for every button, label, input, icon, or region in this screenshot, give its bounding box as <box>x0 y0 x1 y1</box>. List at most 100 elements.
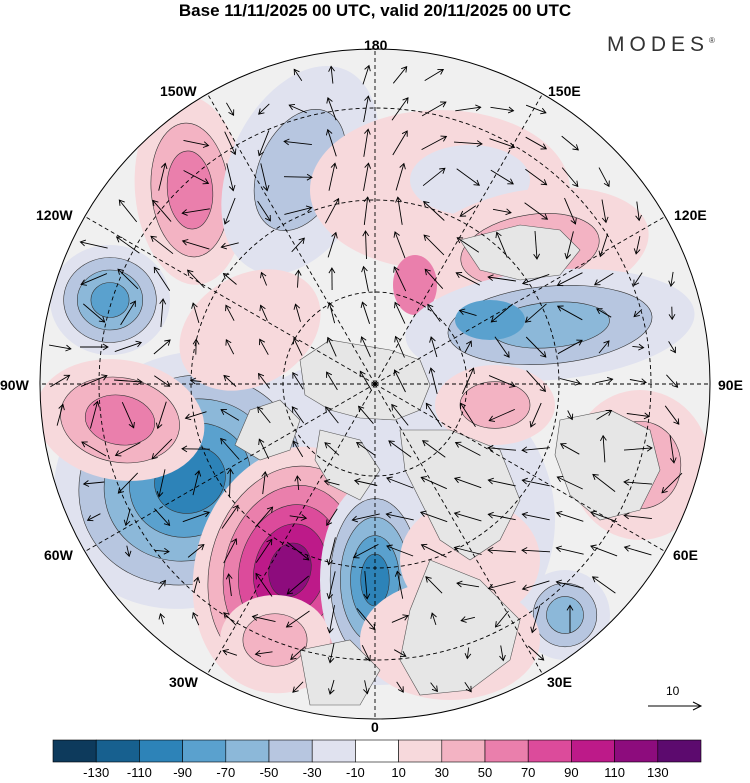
wind-arrow <box>89 400 100 429</box>
colorbar-tick-label: -10 <box>345 765 365 780</box>
wind-arrow <box>326 605 335 634</box>
wind-arrow <box>294 475 302 491</box>
colorbar-tick-label: -70 <box>216 765 236 780</box>
wind-vectors <box>49 64 683 695</box>
wind-arrow <box>50 374 71 388</box>
wind-arrow <box>455 272 481 286</box>
wind-arrow <box>567 410 574 421</box>
wind-arrow <box>83 303 106 323</box>
wind-arrow <box>363 571 371 600</box>
wind-arrow <box>394 570 404 599</box>
wind-arrow <box>191 302 200 324</box>
wind-arrow <box>261 471 269 495</box>
wind-arrow <box>632 343 645 351</box>
wind-arrow <box>600 434 607 463</box>
wind-arrow <box>258 103 270 115</box>
wind-arrow <box>421 440 446 458</box>
wind-arrow <box>225 339 235 355</box>
wind-arrow <box>428 367 438 395</box>
land-mass <box>459 224 581 281</box>
colorbar-swatch <box>484 739 529 763</box>
wind-arrow <box>224 131 237 156</box>
wind-arrow <box>113 378 143 386</box>
colorbar-swatch <box>657 739 702 763</box>
wind-arrow <box>556 272 583 287</box>
wind-arrow <box>394 335 405 358</box>
map-disk <box>40 49 710 719</box>
wind-arrow <box>460 616 476 623</box>
lon-label-90w: 90W <box>0 377 29 393</box>
wind-arrow <box>158 612 166 625</box>
wind-arrow <box>193 576 201 593</box>
wind-arrow <box>154 508 171 527</box>
wind-arrow <box>598 340 610 354</box>
colorbar-tick-label: 70 <box>520 765 536 780</box>
wind-arrow <box>592 473 616 492</box>
wind-arrow <box>154 547 170 555</box>
colorbar-tick-label: 110 <box>604 765 625 780</box>
lon-label-60w: 60W <box>44 547 73 563</box>
wind-arrow <box>257 130 270 157</box>
wind-arrow <box>633 272 643 287</box>
wind-arrow <box>223 374 237 387</box>
wind-arrow <box>156 469 166 498</box>
wind-arrow <box>192 470 202 496</box>
colorbar-swatch <box>398 739 443 763</box>
wind-arrow <box>633 309 643 318</box>
colorbar-tick-label: -130 <box>83 765 110 780</box>
wind-arrow <box>598 233 609 258</box>
wind-arrow <box>255 538 273 563</box>
wind-arrow <box>525 104 547 115</box>
wind-arrow <box>49 344 72 352</box>
wind-arrow <box>601 199 609 224</box>
wind-arrow <box>633 236 641 255</box>
wind-arrow <box>453 476 482 489</box>
wind-arrow <box>361 645 371 662</box>
colorbar-swatch <box>441 739 486 763</box>
wind-arrow <box>120 300 136 326</box>
wind-arrow <box>420 543 447 558</box>
wind-arrow <box>459 205 477 217</box>
wind-arrow <box>395 162 406 191</box>
colorbar-swatch <box>355 739 399 763</box>
wind-arrow <box>352 544 379 559</box>
wind-arrow <box>363 680 370 695</box>
wind-arrow <box>489 138 516 149</box>
wind-arrow <box>153 339 171 355</box>
wind-arrow <box>391 403 409 426</box>
wind-arrow <box>386 544 414 557</box>
wind-arrow <box>225 304 235 321</box>
wind-arrow <box>181 208 210 216</box>
wind-arrow <box>187 544 205 558</box>
wind-arrow <box>260 163 270 192</box>
colorbar-swatch <box>225 739 270 763</box>
wind-arrow <box>292 440 304 458</box>
wind-arrow <box>326 371 338 391</box>
wind-arrow <box>666 374 679 388</box>
wind-arrow <box>494 336 510 358</box>
lon-label-180: 180 <box>364 37 388 53</box>
wind-arrow <box>284 205 313 215</box>
wind-arrow <box>220 409 240 421</box>
wind-arrow <box>326 537 336 566</box>
reference-vector-arrowhead <box>692 701 703 711</box>
wind-arrow <box>258 438 270 459</box>
wind-arrow <box>362 230 370 260</box>
wind-arrow <box>668 341 676 354</box>
wind-arrow <box>464 681 472 693</box>
wind-arrow <box>453 511 482 522</box>
wind-arrow <box>56 403 65 426</box>
map-boundary <box>39 48 711 720</box>
map-title: Base 11/11/2025 00 UTC, valid 20/11/2025… <box>178 1 572 20</box>
wind-arrow <box>286 541 310 561</box>
wind-arrow <box>598 167 610 188</box>
anomaly-contour <box>459 381 531 429</box>
wind-arrow <box>521 477 550 487</box>
wind-arrow <box>328 162 338 191</box>
wind-arrow <box>355 442 376 456</box>
wind-arrow <box>623 512 652 520</box>
colorbar-swatch <box>95 739 140 763</box>
wind-arrow <box>423 234 445 256</box>
wind-arrow <box>623 444 653 452</box>
wind-arrow <box>154 375 171 387</box>
